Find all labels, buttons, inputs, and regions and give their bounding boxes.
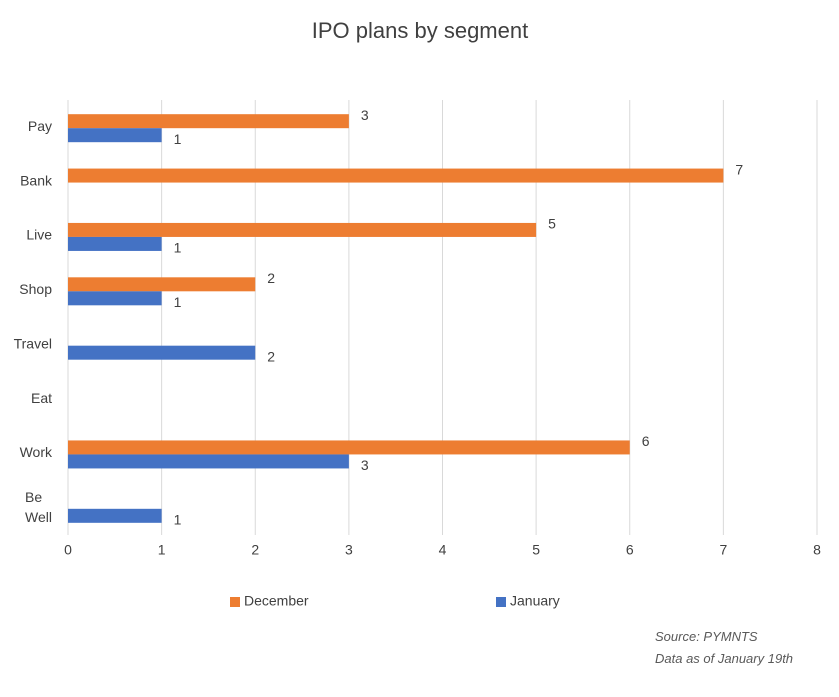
legend-label: January [510, 593, 560, 609]
legend-swatch [496, 597, 506, 607]
x-tick-label: 7 [719, 542, 727, 558]
value-label: 2 [267, 348, 275, 364]
x-tick-label: 0 [64, 542, 72, 558]
y-tick-label: Live [26, 227, 52, 243]
x-tick-label: 5 [532, 542, 540, 558]
legend-label: December [244, 593, 309, 609]
bar [68, 236, 162, 251]
y-tick-label: Bank [20, 172, 53, 188]
value-label: 1 [174, 131, 182, 147]
value-label: 5 [548, 216, 556, 232]
value-label: 7 [735, 161, 743, 177]
label-line: Be [25, 489, 46, 505]
value-label: 2 [267, 270, 275, 286]
bar [68, 277, 256, 292]
y-tick-label: Be Well [25, 489, 52, 525]
bar [68, 454, 349, 469]
x-tick-label: 2 [251, 542, 259, 558]
date-note: Data as of January 19th [655, 651, 793, 666]
bar [68, 508, 162, 523]
value-label: 6 [642, 433, 650, 449]
bar [68, 114, 349, 129]
bar [68, 128, 162, 143]
bar [68, 291, 162, 306]
y-tick-label: Shop [19, 281, 52, 297]
y-tick-label: Work [20, 444, 53, 460]
bar [68, 440, 630, 455]
value-label: 1 [174, 512, 182, 528]
x-tick-label: 1 [158, 542, 166, 558]
value-label: 3 [361, 457, 369, 473]
value-label: 3 [361, 107, 369, 123]
bar [68, 168, 724, 183]
chart-title: IPO plans by segment [312, 18, 528, 43]
x-tick-label: 4 [439, 542, 447, 558]
x-tick-label: 8 [813, 542, 821, 558]
label-line: Well [25, 509, 52, 525]
legend-swatch [230, 597, 240, 607]
value-label: 1 [174, 240, 182, 256]
bar [68, 222, 537, 237]
y-tick-label: Pay [28, 118, 52, 134]
source-note: Source: PYMNTS [655, 629, 758, 644]
value-label: 1 [174, 294, 182, 310]
bar [68, 345, 256, 360]
x-tick-label: 3 [345, 542, 353, 558]
x-tick-label: 6 [626, 542, 634, 558]
y-tick-label: Travel [14, 335, 52, 351]
y-tick-label: Eat [31, 390, 52, 406]
